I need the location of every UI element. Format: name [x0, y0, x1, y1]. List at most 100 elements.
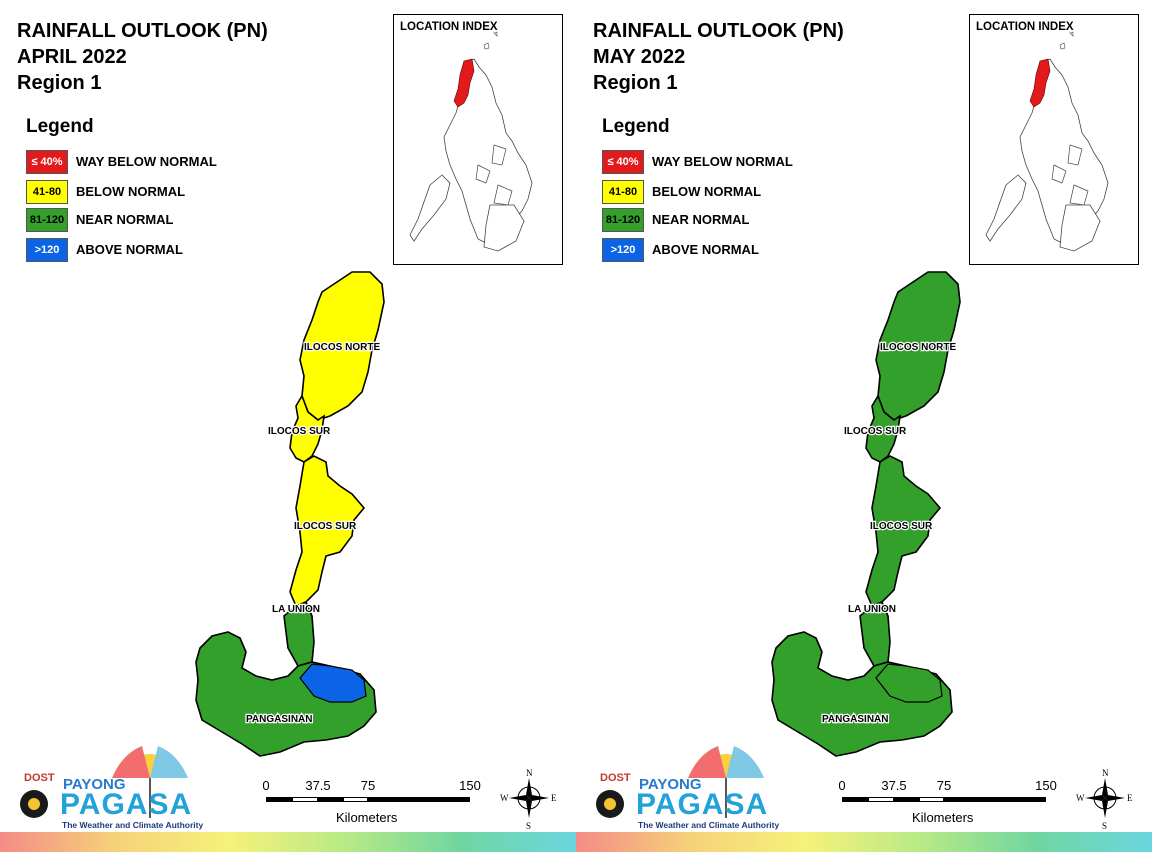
- legend-title: Legend: [602, 116, 670, 137]
- scale-bar: 0 37.5 75 150 Kilometers: [838, 776, 1068, 826]
- title-line-3: Region 1: [593, 72, 678, 94]
- scale-segment: [343, 797, 368, 802]
- legend-swatch-above: >120: [26, 238, 68, 262]
- province-ilocos-norte: [875, 271, 961, 421]
- legend-label: ABOVE NORMAL: [76, 242, 183, 257]
- label-ilocos-norte: ILOCOS NORTE: [304, 342, 380, 353]
- province-pangasinan: [771, 631, 953, 757]
- svg-text:N: N: [1102, 768, 1109, 778]
- scale-tick-0: 0: [838, 778, 846, 793]
- province-pangasinan: [195, 631, 377, 757]
- legend-swatch-way-below: ≤ 40%: [602, 150, 644, 174]
- map-panel-may: RAINFALL OUTLOOK (PN) MAY 2022 Region 1 …: [576, 0, 1152, 864]
- north-arrow-compass: N S W E: [500, 766, 560, 832]
- north-arrow-compass: N S W E: [1076, 766, 1136, 832]
- payong-label: PAYONG: [63, 776, 126, 793]
- svg-text:E: E: [1127, 793, 1133, 803]
- map-title: RAINFALL OUTLOOK (PN) APRIL 2022 Region …: [17, 18, 268, 96]
- region-1-map: ILOCOS NORTE ILOCOS SUR ILOCOS SUR LA UN…: [771, 271, 961, 757]
- scale-units: Kilometers: [336, 810, 398, 825]
- title-line-1: RAINFALL OUTLOOK (PN): [17, 20, 268, 42]
- scale-segment: [266, 797, 292, 802]
- map-title: RAINFALL OUTLOOK (PN) MAY 2022 Region 1: [593, 18, 844, 96]
- scale-tick-0: 0: [262, 778, 270, 793]
- province-la-union: [859, 600, 891, 667]
- legend-swatch-way-below: ≤ 40%: [26, 150, 68, 174]
- title-line-3: Region 1: [17, 72, 102, 94]
- legend-label: BELOW NORMAL: [652, 184, 762, 199]
- scale-segment: [368, 797, 470, 802]
- umbrella-icon: [596, 746, 764, 818]
- footer-color-bar: [576, 832, 1152, 852]
- province-pangasinan-east-zone: [299, 663, 367, 703]
- scale-tick-2: 75: [936, 778, 952, 793]
- philippines-outline-map: [985, 31, 1109, 252]
- legend-swatch-near: 81-120: [26, 208, 68, 232]
- title-line-2: APRIL 2022: [17, 46, 127, 68]
- scale-segment: [894, 797, 919, 802]
- svg-text:N: N: [526, 768, 533, 778]
- payong-pagasa-logo: DOST PAYONG PAGASA The Weather and Clima…: [592, 738, 779, 833]
- footer-color-bar: [0, 832, 576, 852]
- pagasa-label: PAGASA: [60, 788, 193, 821]
- logo-tagline: The Weather and Climate Authority: [638, 820, 780, 830]
- scale-segment: [292, 797, 318, 802]
- label-ilocos-sur-south: ILOCOS SUR: [870, 521, 933, 532]
- label-ilocos-norte: ILOCOS NORTE: [880, 342, 956, 353]
- label-pangasinan: PANGASINAN: [246, 714, 312, 725]
- scale-bar: 0 37.5 75 150 Kilometers: [262, 776, 492, 826]
- philippines-outline-map: [409, 31, 533, 252]
- compass-rose-icon: N S W E: [1076, 768, 1133, 831]
- scale-units: Kilometers: [912, 810, 974, 825]
- scale-segment: [868, 797, 894, 802]
- legend-label: WAY BELOW NORMAL: [652, 154, 793, 169]
- svg-text:S: S: [1102, 821, 1107, 831]
- label-ilocos-sur-south: ILOCOS SUR: [294, 521, 357, 532]
- location-index-inset: LOCATION INDEX: [969, 14, 1139, 265]
- svg-text:E: E: [551, 793, 557, 803]
- scale-tick-3: 150: [459, 778, 481, 793]
- legend-swatch-near: 81-120: [602, 208, 644, 232]
- legend-swatch-below: 41-80: [26, 180, 68, 204]
- province-pangasinan-east-zone: [875, 663, 943, 703]
- legend-label: NEAR NORMAL: [76, 212, 174, 227]
- logo-tagline: The Weather and Climate Authority: [62, 820, 204, 830]
- legend-swatch-below: 41-80: [602, 180, 644, 204]
- province-ilocos-norte: [299, 271, 385, 421]
- legend-label: ABOVE NORMAL: [652, 242, 759, 257]
- province-ilocos-sur-south: [289, 455, 366, 608]
- inset-title: LOCATION INDEX: [976, 21, 1074, 33]
- map-panel-april: RAINFALL OUTLOOK (PN) APRIL 2022 Region …: [0, 14, 576, 852]
- location-index-inset: LOCATION INDEX: [393, 14, 563, 265]
- scale-tick-2: 75: [360, 778, 376, 793]
- compass-rose-icon: N S W E: [500, 768, 557, 831]
- title-line-1: RAINFALL OUTLOOK (PN): [593, 20, 844, 42]
- label-la-union: LA UNION: [848, 604, 896, 615]
- svg-text:W: W: [500, 793, 509, 803]
- payong-label: PAYONG: [639, 776, 702, 793]
- legend-swatch-above: >120: [602, 238, 644, 262]
- label-ilocos-sur-north: ILOCOS SUR: [268, 426, 331, 437]
- svg-text:W: W: [1076, 793, 1085, 803]
- legend-title: Legend: [26, 116, 94, 137]
- scale-segment: [318, 797, 343, 802]
- title-line-2: MAY 2022: [593, 46, 686, 68]
- umbrella-icon: [20, 746, 188, 818]
- svg-text:S: S: [526, 821, 531, 831]
- pagasa-label: PAGASA: [636, 788, 769, 821]
- label-ilocos-sur-north: ILOCOS SUR: [844, 426, 907, 437]
- scale-tick-1: 37.5: [881, 778, 907, 793]
- label-la-union: LA UNION: [272, 604, 320, 615]
- legend-label: WAY BELOW NORMAL: [76, 154, 217, 169]
- scale-segment: [944, 797, 1046, 802]
- province-la-union: [283, 600, 315, 667]
- legend-label: NEAR NORMAL: [652, 212, 750, 227]
- scale-segment: [842, 797, 868, 802]
- scale-tick-1: 37.5: [305, 778, 331, 793]
- dost-label: DOST: [24, 772, 55, 784]
- inset-title: LOCATION INDEX: [400, 21, 498, 33]
- scale-segment: [919, 797, 944, 802]
- dost-label: DOST: [600, 772, 631, 784]
- label-pangasinan: PANGASINAN: [822, 714, 888, 725]
- legend-label: BELOW NORMAL: [76, 184, 186, 199]
